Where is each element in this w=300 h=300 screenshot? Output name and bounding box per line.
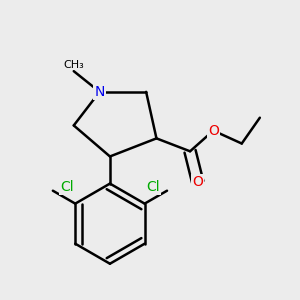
Text: N: N [94, 85, 105, 99]
Text: CH₃: CH₃ [63, 60, 84, 70]
Text: O: O [208, 124, 219, 138]
Text: Cl: Cl [60, 180, 74, 194]
Text: O: O [192, 175, 203, 189]
Text: Cl: Cl [146, 180, 160, 194]
